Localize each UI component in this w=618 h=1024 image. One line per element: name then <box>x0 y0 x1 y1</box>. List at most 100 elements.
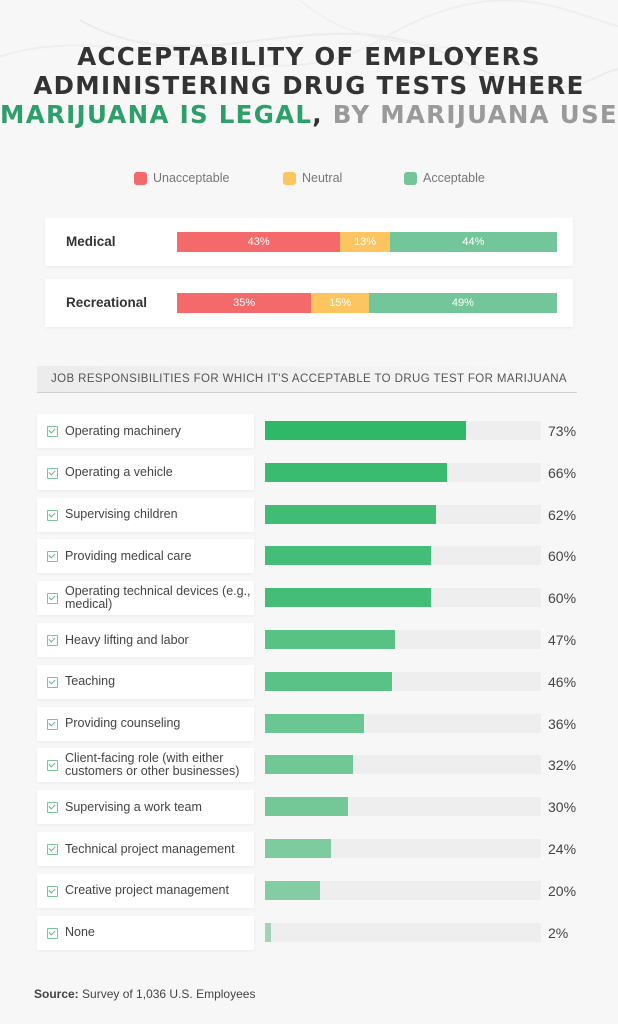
bar-value-label: 32% <box>548 757 577 774</box>
bar-value-label: 62% <box>548 506 577 523</box>
segment-unacceptable: 35% <box>177 293 312 313</box>
segment-acceptable: 49% <box>368 293 557 313</box>
chart-title: ACCEPTABILITY OF EMPLOYERS ADMINISTERING… <box>0 42 618 129</box>
source-note: Source: Survey of 1,036 U.S. Employees <box>34 987 255 1001</box>
checkbox-icon <box>47 509 58 521</box>
bar-row: Heavy lifting and labor 47% <box>37 623 597 657</box>
bar <box>265 630 395 649</box>
legend-item-unacceptable: Unacceptable <box>134 171 229 185</box>
checkbox-icon <box>47 635 58 646</box>
bar <box>265 588 431 608</box>
bar-track <box>265 462 541 482</box>
legend-item-neutral: Neutral <box>283 171 342 185</box>
bar-row: Creative project management 20% <box>37 873 597 908</box>
bar <box>265 421 467 440</box>
bar-value-label: 24% <box>548 841 577 857</box>
bar-track <box>265 922 541 942</box>
checkbox-icon <box>47 593 58 605</box>
checkbox-icon <box>47 676 58 688</box>
bar-track <box>265 588 541 608</box>
bar-label-card: Client-facing role (with either customer… <box>37 748 254 783</box>
legend-swatch-neutral <box>283 171 296 185</box>
bar-value-label: 30% <box>548 799 577 816</box>
section-header-title: JOB RESPONSIBILITIES FOR WHICH IT'S ACCE… <box>51 373 567 385</box>
bar-track <box>265 839 541 858</box>
bar-value-label: 60% <box>548 548 577 565</box>
checkbox-icon <box>47 885 58 897</box>
legend: Unacceptable Neutral Acceptable <box>0 171 618 187</box>
checkbox-icon <box>47 718 58 730</box>
bar-category-label: Operating machinery <box>65 423 182 438</box>
bar-label-card: Supervising children <box>37 497 254 532</box>
bar-label-card: Providing counseling <box>37 706 254 741</box>
bar-track <box>265 546 541 566</box>
bar-row: Teaching 46% <box>37 664 597 699</box>
bar-value-label: 2% <box>548 924 569 941</box>
bar <box>265 755 354 775</box>
checkbox-icon <box>47 760 58 772</box>
bar <box>265 462 448 482</box>
bar-track <box>265 630 541 649</box>
bar <box>265 922 271 942</box>
title-highlight: MARIJUANA IS LEGAL <box>0 100 313 129</box>
bar-category-label: Heavy lifting and labor <box>65 632 189 647</box>
stacked-row-label: Recreational <box>66 295 148 310</box>
title-line-2: ADMINISTERING DRUG TESTS WHERE <box>33 71 585 100</box>
source-label: Source: <box>34 987 79 1001</box>
bar <box>265 839 332 858</box>
bar-track <box>265 504 541 524</box>
bar-track <box>265 880 541 900</box>
legend-label-unacceptable: Unacceptable <box>153 171 230 185</box>
bar-category-label: Creative project management <box>65 883 229 898</box>
segment-acceptable: 44% <box>389 232 557 252</box>
checkbox-icon <box>47 426 58 437</box>
stacked-row-medical: Medical 43% 13% 44% <box>45 218 573 266</box>
bar-value-label: 20% <box>548 882 577 899</box>
bar <box>265 713 365 733</box>
segment-neutral: 13% <box>340 232 390 252</box>
bar-category-label: Operating technical devices (e.g., medic… <box>65 584 251 612</box>
bar-label-card: None <box>37 915 254 950</box>
bar-row: Operating technical devices (e.g., medic… <box>37 581 597 616</box>
legend-label-acceptable: Acceptable <box>423 171 485 185</box>
legend-label-neutral: Neutral <box>302 171 343 185</box>
bar-value-label: 73% <box>548 423 577 439</box>
bar-row: Providing counseling 36% <box>37 706 597 741</box>
checkbox-icon <box>47 467 58 479</box>
section-header: JOB RESPONSIBILITIES FOR WHICH IT'S ACCE… <box>37 366 577 393</box>
bar <box>265 671 392 691</box>
bar-category-label: Supervising a work team <box>65 799 202 814</box>
bar-category-label: Operating a vehicle <box>65 465 173 480</box>
bar-value-label: 66% <box>548 464 577 481</box>
bar-value-label: 47% <box>548 632 577 648</box>
bar-label-card: Supervising a work team <box>37 790 254 825</box>
bar-track <box>265 671 541 691</box>
source-text: Survey of 1,036 U.S. Employees <box>82 987 256 1001</box>
bar-category-label: None <box>65 925 95 940</box>
checkbox-icon <box>47 844 58 855</box>
bar-label-card: Operating machinery <box>37 414 254 448</box>
legend-item-acceptable: Acceptable <box>404 171 485 185</box>
bar-category-label: Supervising children <box>65 507 178 522</box>
bar-label-card: Heavy lifting and labor <box>37 623 254 657</box>
bar-label-card: Providing medical care <box>37 539 254 574</box>
segment-unacceptable: 43% <box>177 232 341 252</box>
bar <box>265 880 321 900</box>
bar-value-label: 46% <box>548 673 577 690</box>
title-separator: , <box>312 100 333 129</box>
legend-swatch-unacceptable <box>134 171 147 185</box>
bar-category-label: Providing medical care <box>65 548 192 563</box>
bar-label-card: Operating a vehicle <box>37 455 254 490</box>
bar-value-label: 60% <box>548 590 577 607</box>
bar-value-label: 36% <box>548 715 577 732</box>
bar-track <box>265 797 541 817</box>
bar-label-card: Teaching <box>37 664 254 699</box>
bar-track <box>265 755 541 775</box>
bar-category-label: Technical project management <box>65 841 235 856</box>
bar-row: None 2% <box>37 915 597 950</box>
checkbox-icon <box>47 802 58 814</box>
checkbox-icon <box>47 927 58 939</box>
bar-row: Supervising children 62% <box>37 497 597 532</box>
stacked-bar: 35% 15% 49% <box>177 293 557 313</box>
bar-label-card: Technical project management <box>37 832 254 866</box>
